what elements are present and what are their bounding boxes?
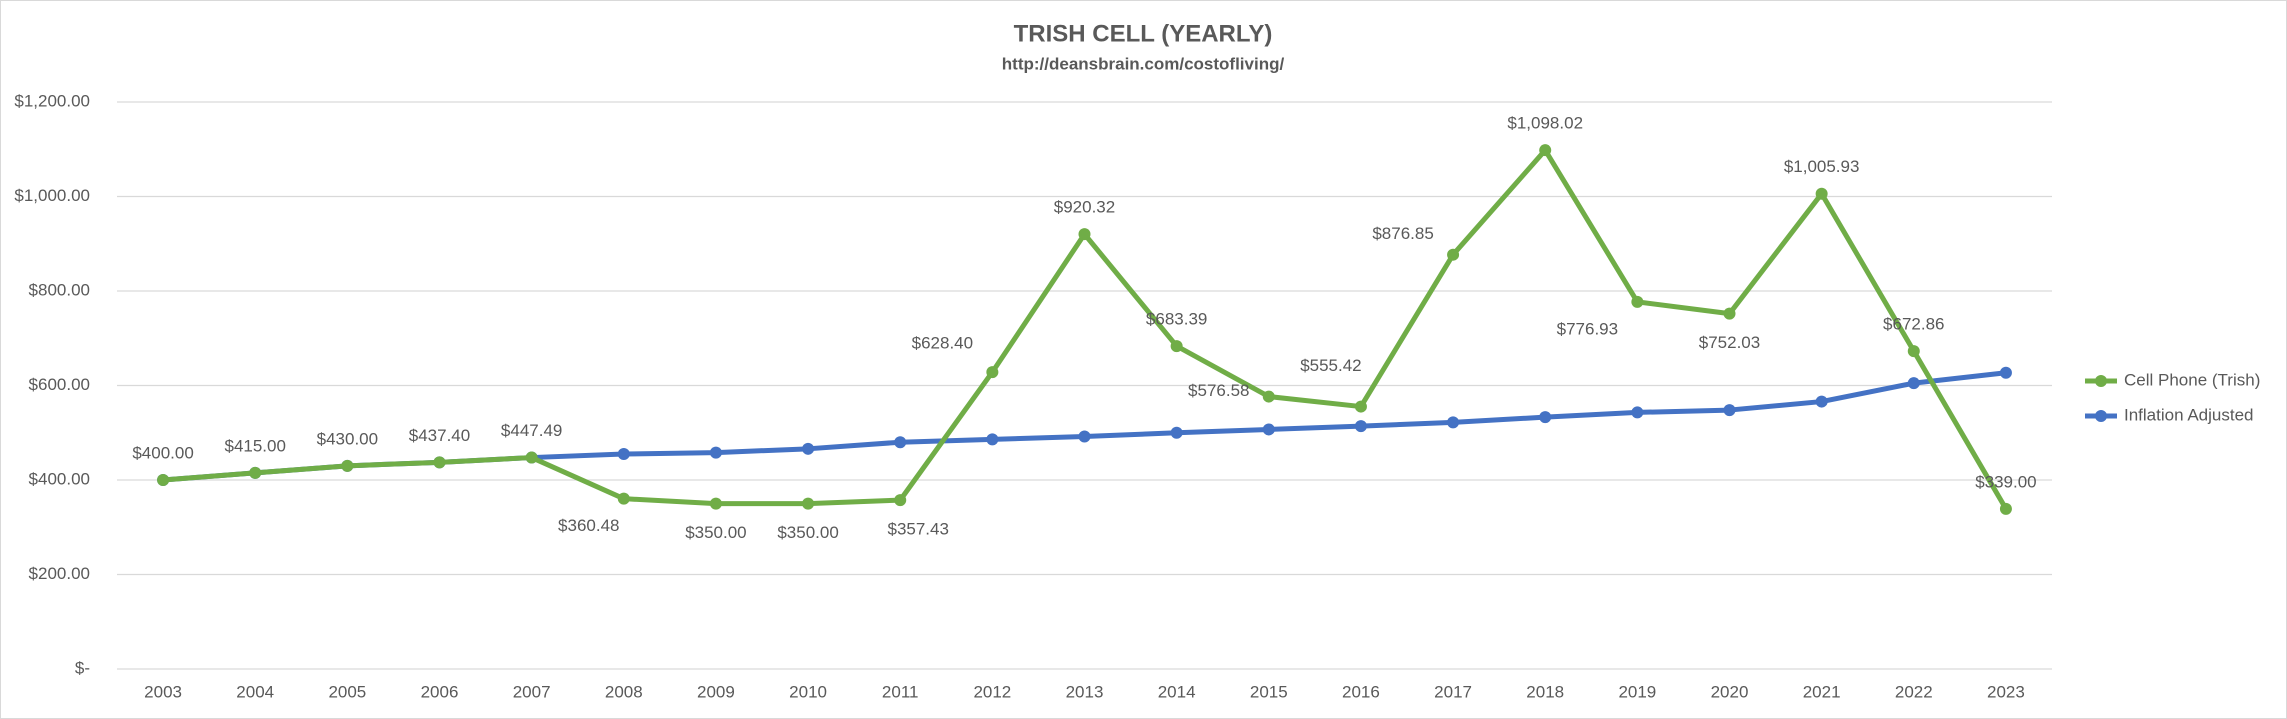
x-tick-label: 2003 [144,682,182,701]
data-label: $415.00 [224,436,285,455]
x-tick-label: 2011 [882,682,919,701]
data-point [802,442,815,455]
x-tick-label: 2014 [1158,682,1196,701]
y-tick-label: $600.00 [29,375,90,394]
x-tick-label: 2007 [513,682,551,701]
data-point [709,497,722,510]
legend-marker [2095,410,2107,422]
data-point [1723,307,1736,320]
data-point [1447,416,1460,429]
data-point [433,456,446,469]
y-tick-label: $1,000.00 [14,186,90,205]
x-tick-label: 2020 [1711,682,1749,701]
x-tick-label: 2004 [236,682,274,701]
data-point [1262,390,1275,403]
y-tick-label: $400.00 [29,469,90,488]
data-label: $400.00 [132,443,193,462]
legend-label: Inflation Adjusted [2124,405,2253,424]
data-point [802,497,815,510]
x-tick-label: 2005 [328,682,366,701]
data-point [249,466,262,479]
x-tick-label: 2023 [1987,682,2025,701]
data-point [617,448,630,461]
y-tick-label: $1,200.00 [14,91,90,110]
data-point [1631,295,1644,308]
data-label: $752.03 [1699,333,1760,352]
data-point [1999,366,2012,379]
data-point [617,492,630,505]
data-point [1262,423,1275,436]
data-point [525,451,538,464]
chart-title: TRISH CELL (YEARLY) [1014,20,1273,47]
data-point [709,446,722,459]
y-tick-label: $200.00 [29,564,90,583]
data-label: $350.00 [777,523,838,542]
data-point [1354,420,1367,433]
data-label: $683.39 [1146,310,1207,329]
data-label: $876.85 [1372,224,1433,243]
data-point [1815,187,1828,200]
data-label: $350.00 [685,523,746,542]
data-point [1999,502,2012,515]
x-tick-label: 2018 [1526,682,1564,701]
x-tick-label: 2006 [421,682,459,701]
data-label: $628.40 [912,334,973,353]
x-tick-label: 2022 [1895,682,1933,701]
x-tick-label: 2009 [697,682,735,701]
data-label: $1,005.93 [1784,157,1860,176]
data-label: $1,098.02 [1507,114,1583,133]
chart-subtitle: http://deansbrain.com/costofliving/ [1002,54,1285,73]
data-point [1907,377,1920,390]
data-label: $360.48 [558,516,619,535]
data-label: $357.43 [887,520,948,539]
data-point [1539,144,1552,157]
data-point [1907,345,1920,358]
legend-marker [2095,375,2107,387]
data-point [986,366,999,379]
data-point [894,494,907,507]
y-tick-label: $800.00 [29,280,90,299]
data-label: $672.86 [1883,315,1944,334]
data-label: $437.40 [409,426,470,445]
data-label: $339.00 [1975,472,2036,491]
data-point [1078,228,1091,241]
data-label: $555.42 [1300,356,1361,375]
data-label: $447.49 [501,421,562,440]
x-tick-label: 2013 [1066,682,1104,701]
x-tick-label: 2010 [789,682,827,701]
x-tick-label: 2017 [1434,682,1472,701]
data-point [1170,340,1183,353]
data-point [1723,404,1736,417]
x-tick-label: 2008 [605,682,643,701]
x-tick-label: 2015 [1250,682,1288,701]
data-point [894,436,907,449]
data-point [1354,400,1367,413]
data-point [1170,426,1183,439]
data-point [986,433,999,446]
data-point [157,474,170,486]
x-tick-label: 2021 [1803,682,1841,701]
data-label: $776.93 [1557,319,1618,338]
data-point [1447,248,1460,261]
data-point [341,459,354,472]
data-point [1078,430,1091,443]
data-point [1631,406,1644,419]
data-label: $920.32 [1054,198,1115,217]
data-point [1539,411,1552,424]
data-label: $576.58 [1188,381,1249,400]
data-label: $430.00 [317,429,378,448]
x-tick-label: 2019 [1618,682,1656,701]
x-tick-label: 2016 [1342,682,1380,701]
y-tick-label: $- [75,658,90,677]
legend-label: Cell Phone (Trish) [2124,370,2260,389]
x-tick-label: 2012 [973,682,1011,701]
data-point [1815,395,1828,408]
